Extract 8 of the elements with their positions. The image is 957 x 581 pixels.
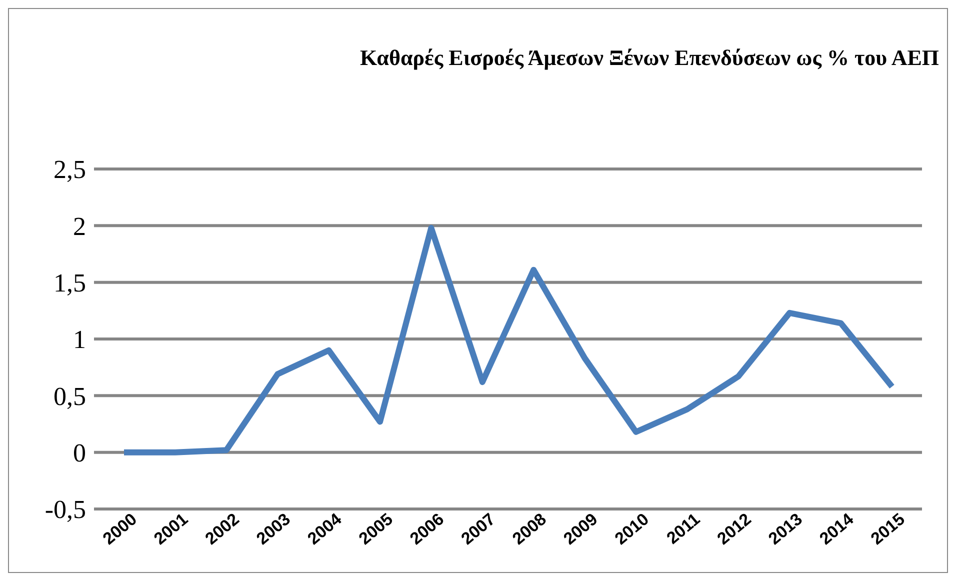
y-tick-label: 1 xyxy=(73,325,86,354)
y-tick-label: 0 xyxy=(73,438,86,468)
y-tick-label: 0,5 xyxy=(54,382,86,411)
y-tick-label: 2,5 xyxy=(54,155,86,184)
y-tick-label: 2 xyxy=(73,212,86,241)
chart-title: Καθαρές Εισροές Άμεσων Ξένων Επενδύσεων ως % του ΑΕΠ xyxy=(358,45,940,71)
y-tick-label: 1,5 xyxy=(54,268,86,298)
y-tick-label: -0,5 xyxy=(44,495,86,524)
